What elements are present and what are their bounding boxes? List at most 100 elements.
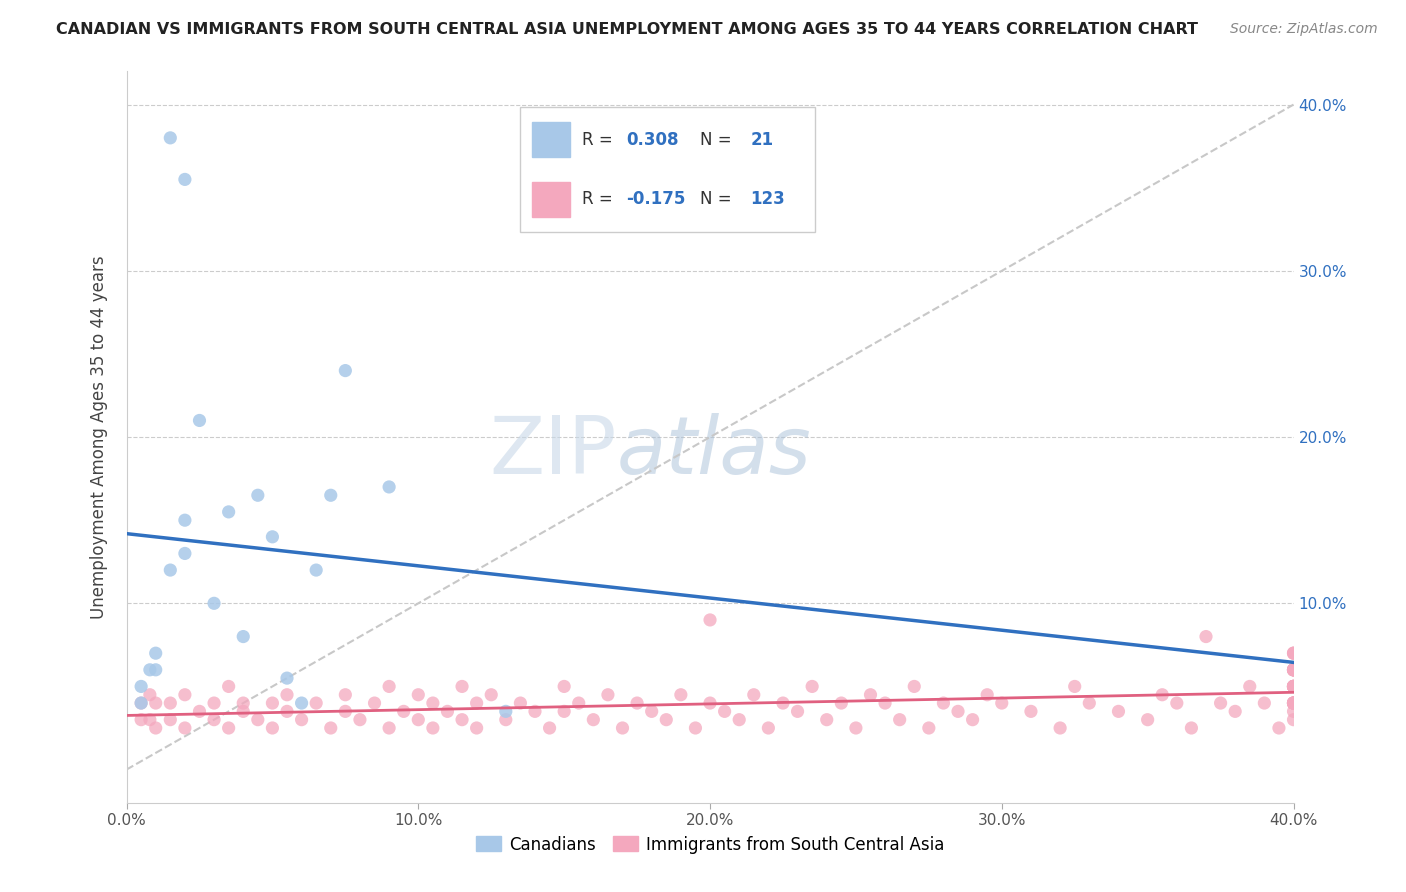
Point: [1239, 680, 1261, 694]
Y-axis label: Unemployment Among Ages 35 to 44 years: Unemployment Among Ages 35 to 44 years: [90, 255, 108, 619]
Text: R =: R =: [582, 130, 619, 148]
Point: [174, 546, 197, 560]
Point: [451, 713, 474, 727]
Point: [335, 363, 357, 377]
Point: [612, 721, 634, 735]
Point: [290, 713, 312, 727]
Point: [1282, 663, 1305, 677]
Point: [772, 696, 794, 710]
Point: [246, 488, 269, 502]
Point: [174, 172, 197, 186]
Point: [946, 705, 969, 719]
Point: [1282, 680, 1305, 694]
Point: [1282, 680, 1305, 694]
Text: -0.175: -0.175: [627, 191, 686, 209]
Point: [1282, 663, 1305, 677]
Point: [1282, 696, 1305, 710]
Legend: Canadians, Immigrants from South Central Asia: Canadians, Immigrants from South Central…: [470, 829, 950, 860]
Point: [728, 713, 751, 727]
Point: [903, 680, 925, 694]
Point: [669, 688, 692, 702]
Point: [305, 563, 328, 577]
Text: 0.308: 0.308: [627, 130, 679, 148]
Point: [159, 713, 181, 727]
Point: [319, 488, 342, 502]
Point: [495, 713, 517, 727]
Point: [378, 721, 401, 735]
Text: CANADIAN VS IMMIGRANTS FROM SOUTH CENTRAL ASIA UNEMPLOYMENT AMONG AGES 35 TO 44 : CANADIAN VS IMMIGRANTS FROM SOUTH CENTRA…: [56, 22, 1198, 37]
Point: [1282, 696, 1305, 710]
Point: [918, 721, 941, 735]
Point: [262, 530, 284, 544]
Point: [290, 696, 312, 710]
Point: [990, 696, 1012, 710]
Point: [699, 696, 721, 710]
Point: [685, 721, 707, 735]
Point: [742, 688, 765, 702]
Point: [889, 713, 911, 727]
Point: [408, 713, 430, 727]
Point: [422, 696, 444, 710]
Point: [1195, 630, 1218, 644]
Point: [174, 513, 197, 527]
Point: [451, 680, 474, 694]
Point: [976, 688, 998, 702]
Point: [830, 696, 852, 710]
Point: [174, 721, 197, 735]
Point: [845, 721, 868, 735]
Point: [1282, 680, 1305, 694]
Point: [202, 696, 225, 710]
Point: [392, 705, 415, 719]
Point: [1136, 713, 1159, 727]
Point: [1282, 646, 1305, 660]
Point: [1282, 663, 1305, 677]
Point: [262, 721, 284, 735]
Point: [139, 688, 162, 702]
Point: [655, 713, 678, 727]
Point: [1209, 696, 1232, 710]
Point: [408, 688, 430, 702]
Point: [349, 713, 371, 727]
Point: [1282, 663, 1305, 677]
Point: [262, 696, 284, 710]
Point: [786, 705, 808, 719]
Point: [363, 696, 385, 710]
Point: [218, 721, 240, 735]
Point: [568, 696, 591, 710]
Point: [1268, 721, 1291, 735]
Point: [159, 131, 181, 145]
Point: [1063, 680, 1085, 694]
Point: [145, 721, 167, 735]
Point: [305, 696, 328, 710]
Text: atlas: atlas: [617, 413, 811, 491]
Point: [145, 663, 167, 677]
Point: [1282, 696, 1305, 710]
Point: [335, 688, 357, 702]
Point: [1282, 713, 1305, 727]
Point: [1282, 680, 1305, 694]
Text: Source: ZipAtlas.com: Source: ZipAtlas.com: [1230, 22, 1378, 37]
Point: [202, 596, 225, 610]
Point: [962, 713, 984, 727]
Bar: [531, 182, 571, 217]
Point: [1223, 705, 1246, 719]
FancyBboxPatch shape: [520, 107, 815, 232]
Point: [479, 688, 502, 702]
Point: [640, 705, 664, 719]
Point: [335, 705, 357, 719]
Point: [218, 505, 240, 519]
Point: [319, 721, 342, 735]
Point: [139, 713, 162, 727]
Point: [218, 680, 240, 694]
Point: [378, 480, 401, 494]
Point: [1078, 696, 1101, 710]
Point: [1180, 721, 1202, 735]
Point: [174, 688, 197, 702]
Point: [159, 696, 181, 710]
Point: [859, 688, 882, 702]
Point: [1282, 696, 1305, 710]
Point: [1282, 680, 1305, 694]
Point: [232, 705, 254, 719]
Point: [1282, 696, 1305, 710]
Point: [1282, 680, 1305, 694]
